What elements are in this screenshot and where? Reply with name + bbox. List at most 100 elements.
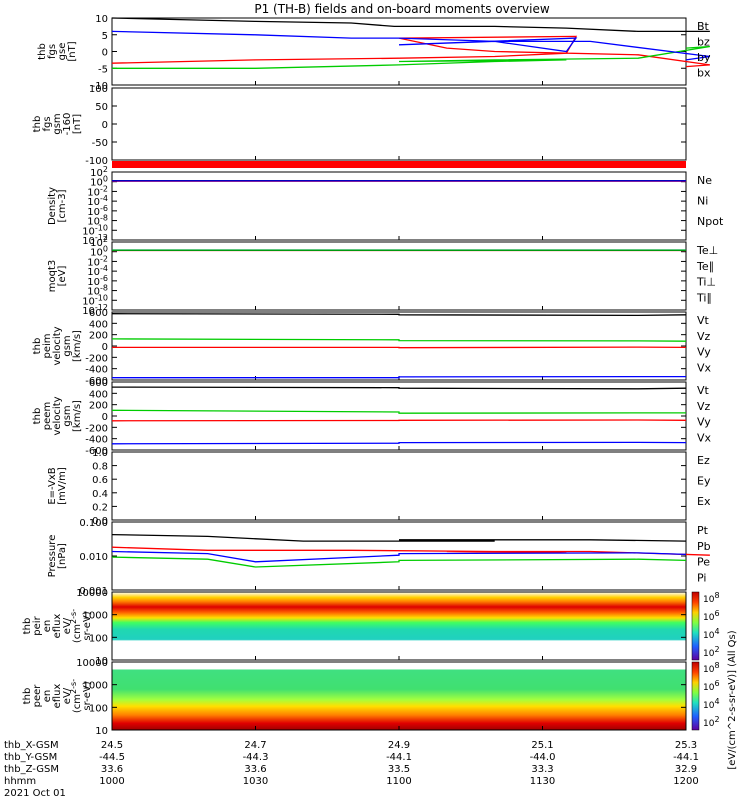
- y-tick-label: 0.4: [92, 489, 108, 500]
- y-tick-label: 10000: [76, 588, 108, 599]
- y-tick-label: 200: [89, 331, 108, 342]
- y-tick-label: 10: [95, 726, 108, 737]
- x-tick-label: -44.5: [99, 752, 125, 763]
- y-axis-label: peir: [32, 615, 43, 635]
- x-tick-label: 1200: [673, 776, 698, 787]
- y-tick-label: 100: [89, 703, 108, 714]
- y-tick-label: 0.6: [92, 475, 108, 486]
- y-axis-label: fgs: [47, 44, 58, 59]
- y-axis-label: gsm: [62, 335, 73, 356]
- y-axis-label: thb: [37, 43, 48, 60]
- panel-frame: [111, 241, 687, 311]
- y-axis-label: eflux: [52, 614, 63, 639]
- panel-peer: 10000 1000 100 10 thb peer en eflux eV/(cm2-s-sr…: [22, 658, 687, 737]
- y-tick-label: -10: [92, 81, 108, 92]
- y-tick-label: 600: [89, 378, 108, 389]
- x-tick-label: 33.5: [388, 764, 410, 775]
- x-tick-label: 33.3: [531, 764, 553, 775]
- y-tick-label: -600: [85, 376, 108, 387]
- y-axis-label: sr-eV): [82, 611, 93, 640]
- y-axis-label: thb: [22, 618, 33, 635]
- y-tick-label: 600: [89, 308, 108, 319]
- legend-density-0: Ne: [697, 174, 712, 187]
- x-tick-label: 24.7: [244, 740, 266, 751]
- y-tick-label: 200: [89, 401, 108, 412]
- x-tick-label: 25.3: [675, 740, 697, 751]
- y-tick-label: 10-10: [82, 223, 108, 237]
- panel-frame: [111, 171, 687, 241]
- y-tick-label: 100: [90, 175, 108, 189]
- legend-pressure-2: Pe: [697, 556, 710, 569]
- series-pressure-Pi: [111, 550, 687, 563]
- flag-strip: [112, 161, 686, 168]
- y-tick-label: -100: [85, 156, 108, 167]
- series-peim-Vz: [112, 346, 687, 349]
- legend-fgs-0: Bt: [697, 20, 710, 33]
- y-tick-label: 0.2: [92, 502, 108, 513]
- panel-fgs: 10 5 0 -5 -10 thb fgs gse [nT] Bt bz by bx: [37, 14, 711, 92]
- legend-peim-1: Vz: [697, 330, 711, 343]
- legend-temp-0: Te⊥: [696, 244, 718, 257]
- x-tick-label: 1100: [386, 776, 411, 787]
- y-axis-label: peer: [32, 684, 43, 708]
- y-tick-label: 400: [89, 319, 108, 330]
- series-peem-Vx: [111, 441, 687, 445]
- colorbar-peir: [691, 591, 700, 661]
- x-tick-label: 33.6: [244, 764, 266, 775]
- legend-temp-3: Ti∥: [696, 291, 712, 304]
- y-axis-label: (cm2-s-: [69, 609, 83, 643]
- series-peim-Vy: [111, 338, 687, 342]
- panel-frame: [111, 17, 687, 86]
- y-tick-label: -400: [85, 435, 108, 446]
- x-tick-label: -44.1: [673, 752, 699, 763]
- y-axis-label: peim: [42, 333, 53, 358]
- y-axis-label: [nT]: [67, 41, 78, 61]
- y-axis-label: [nPa]: [57, 543, 68, 569]
- date-label: 2021 Oct 01: [4, 788, 66, 799]
- y-tick-label: 0: [102, 342, 108, 353]
- series-fgs-Bt: [111, 17, 710, 33]
- panel-density: 10210010-210-410-610-810-1010-12Density[…: [47, 165, 724, 247]
- x-row-label: thb_Y-GSM: [4, 752, 57, 763]
- spectrogram-peir: [112, 592, 686, 660]
- y-axis-label: gse: [57, 43, 68, 61]
- colorbar-tick: 106: [703, 609, 720, 623]
- y-tick-label: 1.0: [92, 448, 108, 459]
- y-tick-label: 1000: [83, 681, 108, 692]
- y-tick-label: -200: [85, 423, 108, 434]
- y-tick-label: 0: [102, 412, 108, 423]
- y-axis-label: [cm-3]: [57, 189, 68, 222]
- x-tick-label: 33.6: [101, 764, 123, 775]
- colorbar-peer: [691, 661, 700, 731]
- y-axis-label: eflux: [52, 684, 63, 709]
- y-axis-label: thb: [32, 116, 43, 133]
- y-tick-label: 100: [89, 633, 108, 644]
- colorbar-tick: 102: [703, 715, 720, 729]
- series-pressure-Pe: [111, 556, 687, 568]
- spectrogram-peer: [112, 662, 686, 730]
- legend-density-1: Ni: [697, 195, 708, 208]
- y-tick-label: 102: [90, 235, 108, 249]
- panel-frame: [111, 521, 687, 591]
- x-tick-label: 25.1: [531, 740, 553, 751]
- series-pressure-Pt: [111, 533, 687, 542]
- y-tick-label: 400: [89, 389, 108, 400]
- y-axis-label: [eV]: [57, 266, 68, 287]
- y-axis-label: fgs: [42, 116, 53, 131]
- y-tick-label: 10-6: [87, 204, 108, 218]
- legend-fgs-2: by: [697, 51, 711, 64]
- y-tick-label: 5: [102, 31, 108, 42]
- y-axis-label: sr-eV): [82, 681, 93, 710]
- x-row-label: hhmm: [4, 776, 36, 787]
- x-tick-label: 1000: [99, 776, 124, 787]
- y-axis-label: [km/s]: [72, 400, 83, 432]
- panel-efield: 1.0 0.8 0.6 0.4 0.2 0.0 E=-VxB [mV/m] Ez Ey Ex: [47, 448, 711, 527]
- x-tick-label: 24.9: [388, 740, 410, 751]
- y-tick-label: -5: [98, 64, 108, 75]
- colorbar-tick: 104: [703, 697, 720, 711]
- series-peem-Vt: [111, 386, 687, 390]
- y-axis-label: gsm: [62, 405, 73, 426]
- y-tick-label: -200: [85, 353, 108, 364]
- series-peem-Vy: [111, 409, 686, 414]
